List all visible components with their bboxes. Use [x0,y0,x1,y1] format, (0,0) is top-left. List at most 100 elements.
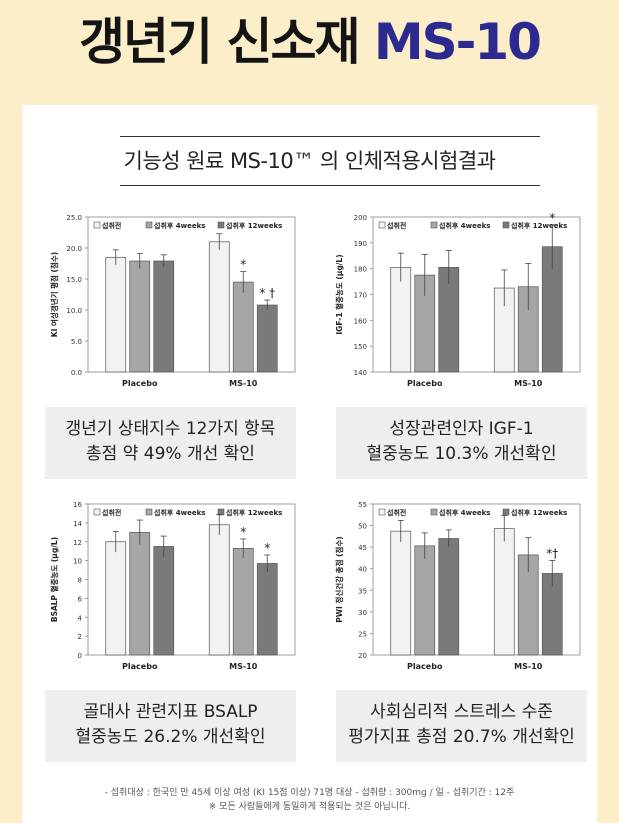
y-tick-label: 5.0 [71,338,82,346]
legend-label: 섭취후 12weeks [511,221,567,230]
y-axis-label: PWI 정신건강 총점 (점수) [334,536,344,622]
legend-swatch [217,508,225,516]
bar [153,546,175,656]
y-tick-label: 14 [73,520,82,528]
legend-label: 섭취전 [387,508,406,517]
legend-swatch [430,508,438,516]
x-tick-label: Placebo [407,662,443,671]
bar [105,541,127,656]
caption-line: 갱년기 상태지수 12가지 항목 [65,419,276,439]
caption-igf1: 성장관련인자 IGF-1 혈중농도 10.3% 개선확인 [336,407,587,479]
y-tick-label: 20.0 [66,245,82,253]
x-tick-label: MS-10 [229,662,258,671]
y-tick-label: 25.0 [66,214,82,222]
caption-line: 총점 약 49% 개선 확인 [86,444,255,464]
y-tick-label: 10.0 [66,307,82,315]
significance-mark: * [549,211,555,225]
legend-label: 섭취후 12weeks [511,508,567,517]
x-tick-label: Placebo [122,379,158,388]
y-tick-label: 170 [354,292,367,300]
x-tick-label: Placebo [122,662,158,671]
bar [129,531,151,656]
y-tick-label: 6 [78,595,83,603]
y-tick-label: 25 [358,630,367,638]
caption-line: 사회심리적 스트레스 수준 [370,702,553,722]
bar [256,563,278,656]
y-axis-label: BSALP 혈중농도 (μg/L) [49,537,59,622]
caption-pwi: 사회심리적 스트레스 수준 평가지표 총점 20.7% 개선확인 [336,690,587,762]
significance-mark: * [240,525,246,539]
legend-label: 섭취전 [102,508,121,517]
y-tick-label: 15.0 [66,276,82,284]
y-tick-label: 35 [358,587,367,595]
legend-swatch [93,221,101,229]
legend-label: 섭취후 4weeks [154,508,205,517]
legend-swatch [502,508,510,516]
subtitle-rule-bottom [120,185,540,186]
bar [208,241,230,373]
caption-line: 혈중농도 26.2% 개선확인 [75,727,266,747]
caption-ki: 갱년기 상태지수 12가지 항목 총점 약 49% 개선 확인 [45,407,296,479]
y-tick-label: 50 [358,523,367,531]
plot-frame [87,216,296,373]
legend-label: 섭취후 4weeks [439,508,490,517]
y-tick-label: 10 [73,558,82,566]
y-axis-label: KI 여성갱년기 평점 (점수) [49,252,59,337]
bar [390,530,412,656]
footnote-line-1: - 섭취대상 : 한국인 만 45세 이상 여성 (KI 15점 이상) 71명… [104,788,515,798]
y-tick-label: 8 [78,577,82,585]
bar [232,548,254,656]
y-tick-label: 4 [78,614,83,622]
legend-swatch [430,221,438,229]
significance-mark: * [264,541,270,555]
bar [256,304,278,373]
bar [438,538,460,656]
caption-line: 혈중농도 10.3% 개선확인 [366,444,557,464]
bar [232,281,254,373]
y-tick-label: 30 [358,609,367,617]
legend-label: 섭취후 4weeks [154,221,205,230]
y-tick-label: 0 [78,652,82,660]
y-tick-label: 12 [73,539,82,547]
legend-swatch [378,221,386,229]
y-axis-label: IGF-1 혈중농도 (μg/L) [334,254,344,334]
page-title: 갱년기 신소재 MS-10 [79,13,542,71]
bar [129,260,151,373]
y-tick-label: 200 [354,214,367,222]
subtitle-rule-top [120,136,540,137]
y-tick-label: 20 [358,652,367,660]
legend-label: 섭취후 12weeks [226,221,282,230]
y-tick-label: 190 [354,240,367,248]
legend-label: 섭취전 [387,221,406,230]
y-tick-label: 2 [78,633,82,641]
x-tick-label: Placebo [407,379,443,388]
y-tick-label: 0.0 [71,369,82,377]
caption-line: 평가지표 총점 20.7% 개선확인 [348,727,575,747]
legend-swatch [93,508,101,516]
caption-line: 골대사 관련지표 BSALP [83,702,258,722]
plot-frame [372,503,581,656]
legend-label: 섭취전 [102,221,121,230]
footnote-line-2: ※ 모든 사람들에게 동일하게 적용되는 것은 아닙니다. [208,802,411,812]
y-tick-label: 40 [358,566,367,574]
legend-swatch [145,221,153,229]
bar [390,267,412,373]
chart-bsalp: 0 2 4 6 8 10 12 14 16 BSALP 혈중농도 (μg/L) 섭취전 섭취후 4we… [49,501,296,671]
legend-swatch [145,508,153,516]
x-tick-label: MS-10 [514,379,543,388]
chart-igf1: 140 150 160 170 180 190 200 IGF-1 혈중농도 (μg/L) 섭취… [334,211,581,388]
y-tick-label: 16 [73,501,82,509]
caption-bsalp: 골대사 관련지표 BSALP 혈중농도 26.2% 개선확인 [45,690,296,762]
legend-label: 섭취후 4weeks [439,221,490,230]
bar [153,260,175,373]
legend-swatch [217,221,225,229]
caption-line: 성장관련인자 IGF-1 [389,419,534,439]
bar [105,256,127,373]
bar [493,528,515,656]
x-tick-label: MS-10 [514,662,543,671]
bar [414,545,436,656]
legend-swatch [502,221,510,229]
section-subtitle: 기능성 원료 MS-10™ 의 인체적용시험결과 [123,149,496,173]
y-tick-label: 140 [354,369,367,377]
